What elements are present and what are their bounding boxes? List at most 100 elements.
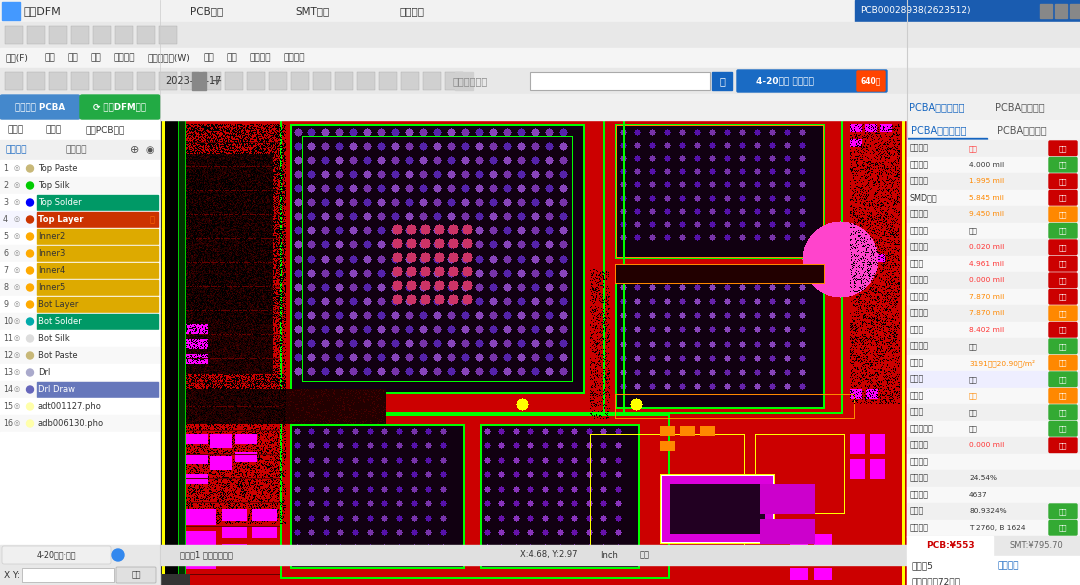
Text: 查看: 查看 (1058, 228, 1067, 234)
Circle shape (27, 199, 33, 206)
Bar (181, 72, 199, 90)
Bar (93, 72, 111, 90)
FancyBboxPatch shape (2, 546, 111, 564)
Text: 操作: 操作 (91, 53, 102, 63)
Text: 9: 9 (3, 300, 9, 309)
Text: 0.020 mil: 0.020 mil (969, 245, 1004, 250)
Bar (907, 206, 1080, 222)
Text: 查看: 查看 (1058, 409, 1067, 415)
Text: 查看: 查看 (1058, 277, 1067, 284)
Text: X Y:: X Y: (4, 570, 21, 580)
Text: 查看: 查看 (1058, 425, 1067, 432)
Circle shape (27, 233, 33, 240)
Text: 8.402 mil: 8.402 mil (969, 327, 1004, 333)
Bar (907, 487, 1080, 503)
Bar (27, 26, 45, 44)
Bar (71, 72, 89, 90)
Text: PCB计价: PCB计价 (190, 6, 224, 16)
Circle shape (27, 318, 33, 325)
FancyBboxPatch shape (1049, 521, 1077, 535)
Text: Inch: Inch (600, 550, 618, 559)
FancyBboxPatch shape (1049, 438, 1077, 453)
Text: 辅助: 辅助 (227, 53, 238, 63)
Bar (291, 72, 309, 90)
Bar (0, 565, 160, 585)
FancyBboxPatch shape (1049, 157, 1077, 172)
Text: 5: 5 (3, 232, 9, 241)
Bar (0, 177, 160, 194)
Text: 9.450 mil: 9.450 mil (969, 211, 1004, 217)
Text: 孔到线: 孔到线 (910, 259, 924, 269)
Bar (37, 212, 158, 227)
Bar (49, 26, 67, 44)
Bar (114, 26, 133, 44)
Text: 0.000 mil: 0.000 mil (969, 442, 1004, 448)
Bar (907, 157, 1080, 173)
Text: 焊盘大小: 焊盘大小 (910, 210, 929, 219)
Text: 确定: 确定 (132, 570, 140, 580)
Circle shape (27, 165, 33, 172)
Bar (37, 263, 158, 278)
Text: 查看: 查看 (1058, 359, 1067, 366)
Bar (907, 140, 1080, 537)
Bar (0, 432, 160, 565)
Bar (907, 404, 1080, 421)
Text: 田: 田 (150, 215, 156, 224)
Circle shape (27, 267, 33, 274)
Text: 1: 1 (3, 164, 8, 173)
Bar (5, 26, 23, 44)
Bar (0, 94, 1080, 120)
Text: 特殊孔: 特殊孔 (910, 375, 924, 384)
Circle shape (27, 301, 33, 308)
Text: Bot Layer: Bot Layer (38, 300, 79, 309)
Bar (37, 229, 158, 244)
Circle shape (27, 403, 33, 410)
Text: 孔到板边: 孔到板边 (910, 342, 929, 351)
FancyBboxPatch shape (1049, 240, 1077, 254)
Text: 查看: 查看 (1058, 294, 1067, 300)
Text: ◎: ◎ (14, 353, 21, 359)
Bar (0, 120, 160, 140)
Bar (0, 194, 160, 211)
Text: 孔异常: 孔异常 (910, 391, 924, 400)
Text: 华秋DFM: 华秋DFM (24, 6, 62, 16)
Text: ◎: ◎ (14, 216, 21, 222)
Text: 查看: 查看 (1058, 310, 1067, 316)
Text: 设置: 设置 (203, 53, 214, 63)
Bar (0, 140, 160, 160)
Text: 孔到孔: 孔到孔 (910, 325, 924, 334)
Bar (335, 72, 353, 90)
Circle shape (27, 352, 33, 359)
Text: 查看: 查看 (1058, 178, 1067, 184)
Bar (907, 272, 1080, 288)
Text: 孔密度: 孔密度 (910, 358, 924, 367)
Bar (0, 364, 160, 381)
Text: 图层列表: 图层列表 (5, 146, 27, 154)
Text: 11: 11 (3, 334, 13, 343)
Text: 13: 13 (3, 368, 13, 377)
Text: 交期：正常72小时: 交期：正常72小时 (912, 577, 960, 585)
Circle shape (27, 216, 33, 223)
Text: adb006130.pho: adb006130.pho (38, 419, 104, 428)
FancyBboxPatch shape (1049, 256, 1077, 271)
Bar (0, 22, 1080, 48)
Text: 组装分析 PCBA: 组装分析 PCBA (15, 102, 65, 112)
Text: Top Silk: Top Silk (38, 181, 69, 190)
Text: SMT计价: SMT计价 (295, 6, 329, 16)
FancyBboxPatch shape (1049, 290, 1077, 304)
Text: 查看: 查看 (1058, 326, 1067, 333)
Text: 10: 10 (3, 317, 13, 326)
Text: PCBA分析结果: PCBA分析结果 (997, 125, 1047, 135)
Bar (907, 355, 1080, 371)
Text: 工艺参数: 工艺参数 (113, 53, 135, 63)
Text: 24.54%: 24.54% (969, 475, 997, 481)
Text: 4637: 4637 (969, 492, 987, 498)
Bar (907, 120, 1080, 140)
Bar (247, 72, 265, 90)
Text: ◎: ◎ (14, 318, 21, 325)
Bar (907, 138, 987, 140)
Text: 丝印距离: 丝印距离 (910, 441, 929, 450)
Text: ◉: ◉ (146, 145, 154, 155)
Text: 80.9324%: 80.9324% (969, 508, 1007, 514)
Text: 4.961 mil: 4.961 mil (969, 261, 1004, 267)
